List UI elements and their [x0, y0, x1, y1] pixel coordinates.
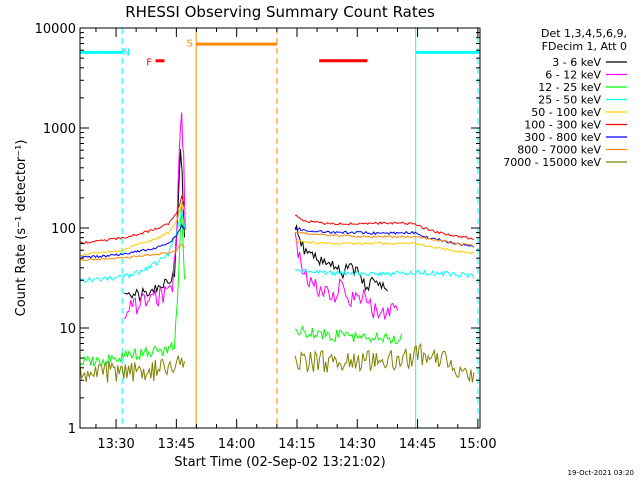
series-line-2: [80, 202, 185, 368]
series-line-after-gap-4: [294, 239, 475, 255]
y-tick-label-0: 1: [68, 422, 76, 437]
x-tick-label-6: 15:00: [459, 437, 496, 452]
x-tick-label-3: 14:15: [278, 437, 315, 452]
series-line-8: [80, 355, 185, 383]
axes: 13:30 13:45 14:00 14:15 14:30 14:45 15:00 1 10 10…: [14, 22, 497, 452]
y-tick-label-1: 10: [59, 322, 76, 337]
series-line-after-gap-2: [294, 324, 403, 345]
series-line-1: [123, 112, 186, 320]
legend: Det 1,3,4,5,6,9,FDecim 1, Att 0 3 - 6 keV…: [503, 27, 627, 169]
x-tick-label-0: 13:30: [97, 437, 134, 452]
legend-label-6: 300 - 800 keV: [524, 131, 601, 144]
y-axis-label: Count Rate (s⁻¹ detector⁻¹): [14, 140, 29, 317]
chart-title: RHESSI Observing Summary Count Rates: [125, 3, 435, 21]
x-tick-label-4: 14:30: [339, 437, 376, 452]
y-tick-label-3: 1000: [43, 122, 76, 137]
series-line-3: [80, 211, 185, 283]
series-line-after-gap-1: [294, 232, 399, 320]
plot-clip-group: [80, 28, 480, 428]
legend-label-0: 3 - 6 keV: [552, 56, 601, 69]
plot-area: N F S: [80, 28, 480, 428]
series-line-after-gap-7: [294, 231, 475, 248]
series-line-after-gap-8: [294, 342, 475, 383]
y-tick-label-4: 10000: [35, 22, 76, 37]
legend-label-2: 12 - 25 keV: [538, 81, 601, 94]
series-line-4: [80, 202, 185, 257]
legend-label-1: 6 - 12 keV: [545, 69, 601, 82]
y-tick-label-2: 100: [51, 222, 76, 237]
series-line-6: [80, 223, 185, 259]
x-tick-label-5: 14:45: [399, 437, 436, 452]
series-line-7: [80, 243, 185, 262]
legend-label-7: 800 - 7000 keV: [517, 144, 601, 157]
legend-header-1: FDecim 1, Att 0: [542, 40, 627, 53]
legend-label-3: 25 - 50 keV: [538, 94, 601, 107]
annotation-1: F: [146, 58, 152, 69]
annotation-0: N: [122, 48, 129, 59]
series-line-after-gap-3: [294, 268, 475, 279]
legend-header-0: Det 1,3,4,5,6,9,: [541, 27, 627, 40]
legend-label-8: 7000 - 15000 keV: [503, 156, 601, 169]
annotation-2: S: [187, 38, 193, 49]
x-axis-label: Start Time (02-Sep-02 13:21:02): [174, 455, 385, 470]
x-tick-label-1: 13:45: [158, 437, 195, 452]
series-line-after-gap-5: [295, 214, 475, 240]
legend-label-4: 50 - 100 keV: [531, 106, 601, 119]
legend-label-5: 100 - 300 keV: [524, 119, 601, 132]
series-line-5: [80, 194, 185, 245]
x-tick-label-2: 14:00: [218, 437, 255, 452]
footer-timestamp: 19-Oct-2021 03:20: [568, 469, 634, 477]
